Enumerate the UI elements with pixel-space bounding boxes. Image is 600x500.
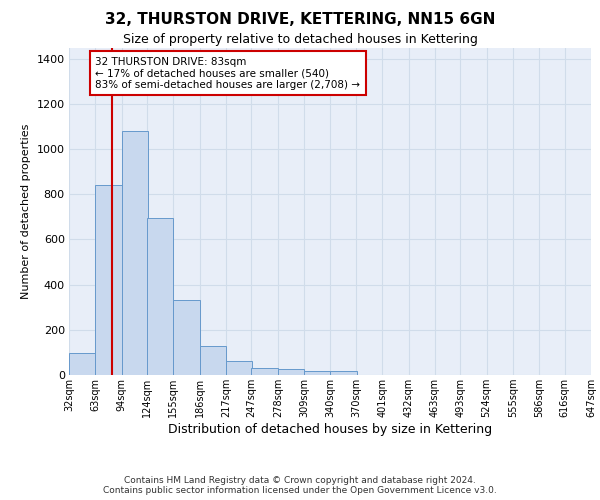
Bar (95, 184, 122, 375)
Bar (122, 132, 148, 375)
Bar (200, 346, 226, 375)
Y-axis label: Number of detached properties: Number of detached properties (21, 124, 31, 299)
Bar (331, 372, 357, 375)
Text: 32, THURSTON DRIVE, KETTERING, NN15 6GN: 32, THURSTON DRIVE, KETTERING, NN15 6GN (105, 12, 495, 28)
Text: 32 THURSTON DRIVE: 83sqm
← 17% of detached houses are smaller (540)
83% of semi-: 32 THURSTON DRIVE: 83sqm ← 17% of detach… (95, 56, 361, 90)
Bar (173, 300, 200, 375)
Bar (226, 362, 253, 375)
Text: Contains HM Land Registry data © Crown copyright and database right 2024.
Contai: Contains HM Land Registry data © Crown c… (103, 476, 497, 495)
X-axis label: Distribution of detached houses by size in Kettering: Distribution of detached houses by size … (168, 423, 492, 436)
Bar (251, 368, 278, 375)
Bar (278, 368, 304, 375)
Bar (304, 371, 331, 375)
Bar (147, 218, 173, 375)
Text: Size of property relative to detached houses in Kettering: Size of property relative to detached ho… (122, 32, 478, 46)
Bar (69, 354, 95, 375)
